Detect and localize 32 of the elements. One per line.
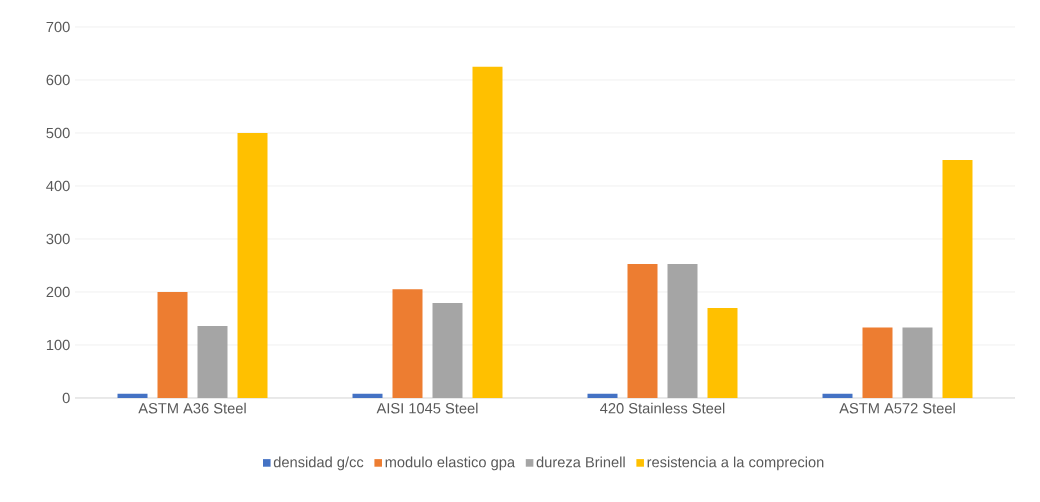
y-tick-label: 200 xyxy=(46,286,70,298)
legend-label: resistencia a la comprecion xyxy=(647,456,824,471)
x-tick-label: 420 Stainless Steel xyxy=(600,402,725,414)
x-tick-label: ASTM A572 Steel xyxy=(839,402,955,414)
x-tick-label: ASTM A36 Steel xyxy=(138,402,246,414)
bar xyxy=(942,160,973,398)
bar xyxy=(667,263,698,398)
y-tick-label: 600 xyxy=(46,74,70,86)
y-tick-label: 0 xyxy=(62,392,70,404)
bar xyxy=(822,393,853,398)
bar xyxy=(392,289,423,398)
y-tick-label: 500 xyxy=(46,127,70,139)
bar xyxy=(352,393,383,398)
bar xyxy=(197,325,228,398)
bar xyxy=(707,307,738,398)
legend-label: densidad g/cc xyxy=(273,456,364,471)
legend-label: dureza Brinell xyxy=(536,456,625,468)
bar xyxy=(432,303,463,398)
bar xyxy=(902,327,933,398)
bar xyxy=(862,327,893,398)
bar xyxy=(117,393,148,398)
bar xyxy=(157,291,188,398)
y-tick-label: 400 xyxy=(46,180,70,192)
y-tick-label: 700 xyxy=(46,21,70,33)
bar xyxy=(627,263,658,398)
bar xyxy=(237,132,268,398)
bar xyxy=(587,393,618,398)
bar xyxy=(472,66,503,398)
y-tick-label: 100 xyxy=(46,339,70,351)
y-tick-label: 300 xyxy=(46,233,70,245)
x-tick-label: AISI 1045 Steel xyxy=(376,402,478,414)
legend-label: modulo elastico gpa xyxy=(385,456,516,471)
